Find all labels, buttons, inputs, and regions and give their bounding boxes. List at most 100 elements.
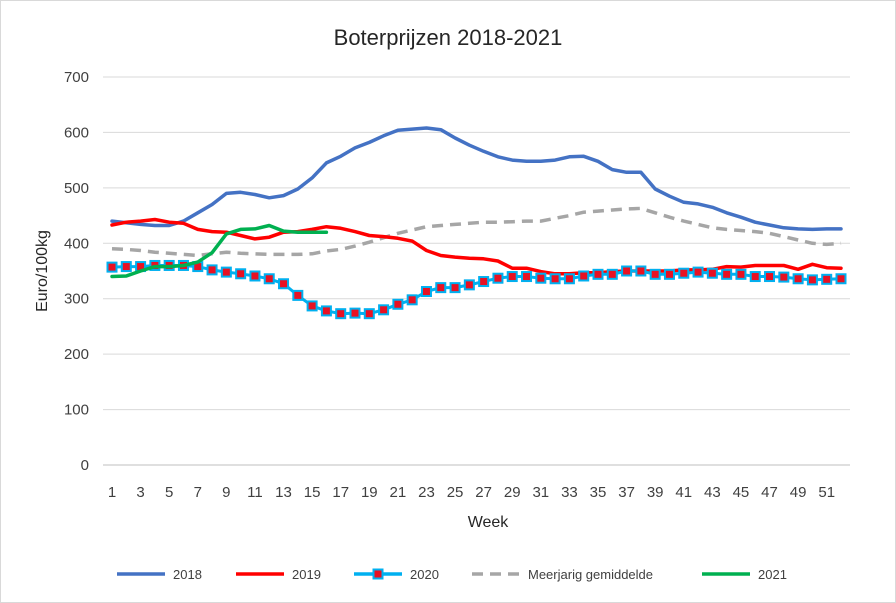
data-point [806, 274, 818, 286]
data-point [706, 267, 718, 279]
y-tick-label: 400 [64, 235, 89, 252]
x-tick-label: 41 [675, 484, 692, 501]
x-tick-label: 13 [275, 484, 292, 501]
series-2020 [106, 259, 847, 320]
y-tick-label: 600 [64, 124, 89, 141]
data-point [578, 270, 590, 282]
legend-item: 2018 [117, 567, 202, 582]
legend-marker [372, 568, 384, 580]
data-point [292, 289, 304, 301]
data-point [435, 282, 447, 294]
data-point [549, 273, 561, 285]
data-point [220, 266, 232, 278]
series-2019 [110, 217, 843, 276]
data-point [278, 278, 290, 290]
series-line [110, 126, 843, 232]
legend: 2018 2019 2020 Meerjarig gemiddelde 2021 [117, 567, 787, 582]
data-point [306, 300, 318, 312]
legend-label: 2019 [292, 567, 321, 582]
data-point [606, 268, 618, 280]
data-point [535, 272, 547, 284]
data-point [563, 273, 575, 285]
y-tick-label: 300 [64, 291, 89, 308]
data-point [206, 264, 218, 276]
data-point [492, 272, 504, 284]
data-point [792, 273, 804, 285]
data-point [521, 271, 533, 283]
data-point [692, 266, 704, 278]
legend-item: 2020 [354, 567, 439, 582]
data-point [249, 270, 261, 282]
data-point [378, 304, 390, 316]
x-tick-label: 11 [247, 484, 263, 501]
x-tick-label: 29 [504, 484, 521, 501]
data-point [764, 271, 776, 283]
data-point [635, 265, 647, 277]
legend-label: Meerjarig gemiddelde [528, 567, 653, 582]
x-tick-label: 3 [136, 484, 144, 501]
y-tick-label: 200 [64, 346, 89, 363]
data-point [778, 271, 790, 283]
x-tick-label: 43 [704, 484, 721, 501]
x-tick-label: 9 [222, 484, 230, 501]
legend-item: 2021 [702, 567, 787, 582]
legend-label: 2021 [758, 567, 787, 582]
x-axis-label: Week [468, 514, 510, 531]
x-tick-label: 45 [733, 484, 750, 501]
x-tick-label: 5 [165, 484, 173, 501]
data-point [449, 282, 461, 294]
data-point [406, 294, 418, 306]
series-line [110, 223, 329, 279]
legend-item: 2019 [236, 567, 321, 582]
data-point [106, 261, 118, 273]
x-tick-label: 35 [590, 484, 607, 501]
chart-title: Boterprijzen 2018-2021 [334, 25, 563, 50]
x-tick-label: 49 [790, 484, 807, 501]
data-point [735, 268, 747, 280]
series-2021 [110, 223, 329, 279]
series-line [110, 264, 843, 316]
x-tick-label: 47 [761, 484, 778, 501]
y-tick-label: 0 [81, 457, 89, 474]
y-axis-ticks: 0 100 200 300 400 500 600 700 [64, 69, 89, 474]
data-point [349, 307, 361, 319]
series-line [111, 206, 842, 258]
series-layer [106, 126, 847, 320]
data-point [235, 268, 247, 280]
x-tick-label: 21 [390, 484, 407, 501]
data-point [506, 271, 518, 283]
data-point [721, 268, 733, 280]
y-tick-label: 100 [64, 402, 89, 419]
legend-item: Meerjarig gemiddelde [472, 567, 653, 582]
x-tick-label: 19 [361, 484, 378, 501]
data-point [120, 261, 132, 273]
data-point [478, 276, 490, 288]
data-point [392, 298, 404, 310]
data-point [649, 268, 661, 280]
data-point [678, 267, 690, 279]
x-tick-label: 51 [818, 484, 835, 501]
x-axis-ticks: 1 3 5 7 9 11 13 15 17 19 21 23 25 27 29 31 33 35 37 39 41 43 4… [108, 484, 835, 501]
x-tick-label: 7 [194, 484, 202, 501]
x-tick-label: 37 [618, 484, 635, 501]
data-point [463, 279, 475, 291]
x-tick-label: 25 [447, 484, 464, 501]
data-point [263, 273, 275, 285]
data-point [821, 273, 833, 285]
data-point [420, 286, 432, 298]
x-tick-label: 39 [647, 484, 664, 501]
series-meerjarig-gemiddelde [111, 206, 842, 258]
data-point [835, 273, 847, 285]
data-point [663, 268, 675, 280]
x-tick-label: 15 [304, 484, 321, 501]
x-tick-label: 23 [418, 484, 435, 501]
series-2018 [110, 126, 843, 232]
data-point [621, 265, 633, 277]
y-tick-label: 700 [64, 69, 89, 86]
data-point [749, 271, 761, 283]
x-tick-label: 27 [475, 484, 492, 501]
x-tick-label: 17 [332, 484, 349, 501]
data-point [592, 268, 604, 280]
